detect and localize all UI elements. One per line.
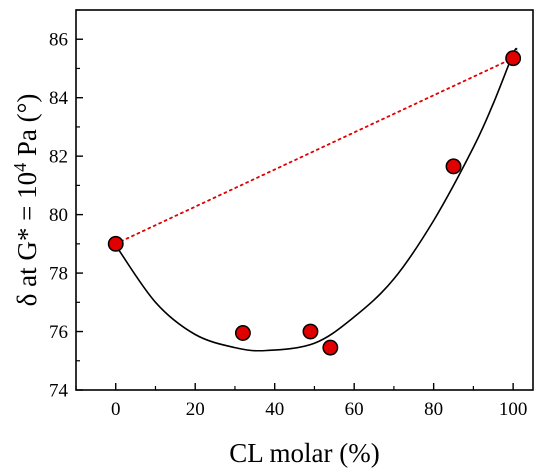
y-axis-title: δ at G* = 104 Pa (°) xyxy=(10,94,42,307)
series-lines xyxy=(114,47,518,352)
y-tick-label: 84 xyxy=(49,88,69,109)
y-tick-label: 78 xyxy=(49,264,68,285)
data-point xyxy=(505,50,522,67)
x-tick-label: 80 xyxy=(424,399,443,420)
data-point xyxy=(107,235,124,252)
x-axis-ticks: 0 20 40 60 80 100 xyxy=(75,383,528,420)
x-tick-label: 40 xyxy=(265,399,284,420)
series-markers xyxy=(107,50,522,356)
y-tick-label: 80 xyxy=(49,205,68,226)
plot-frame xyxy=(75,9,534,391)
data-point xyxy=(234,325,251,341)
plot-border xyxy=(75,9,534,391)
y-axis-title-superscript: 4 xyxy=(10,163,30,172)
y-axis-title-prefix: δ at G* = 10 xyxy=(12,172,42,306)
x-axis-title: CL molar (%) xyxy=(229,438,379,468)
connector-dotted-line xyxy=(114,57,514,245)
x-tick-label: 0 xyxy=(111,399,121,420)
y-tick-label: 86 xyxy=(49,30,68,51)
y-axis-title-suffix: Pa (°) xyxy=(12,94,42,163)
data-point xyxy=(445,158,462,175)
x-tick-label: 60 xyxy=(345,399,364,420)
x-tick-label: 100 xyxy=(499,399,528,420)
y-axis-ticks: 74 76 78 80 82 84 86 xyxy=(49,9,83,402)
y-tick-label: 76 xyxy=(49,322,68,343)
y-tick-label: 74 xyxy=(49,381,69,402)
y-tick-label: 82 xyxy=(49,147,68,168)
x-tick-label: 20 xyxy=(186,399,205,420)
data-point xyxy=(302,323,319,340)
fit-curve-line xyxy=(115,47,518,352)
data-point xyxy=(322,339,339,356)
